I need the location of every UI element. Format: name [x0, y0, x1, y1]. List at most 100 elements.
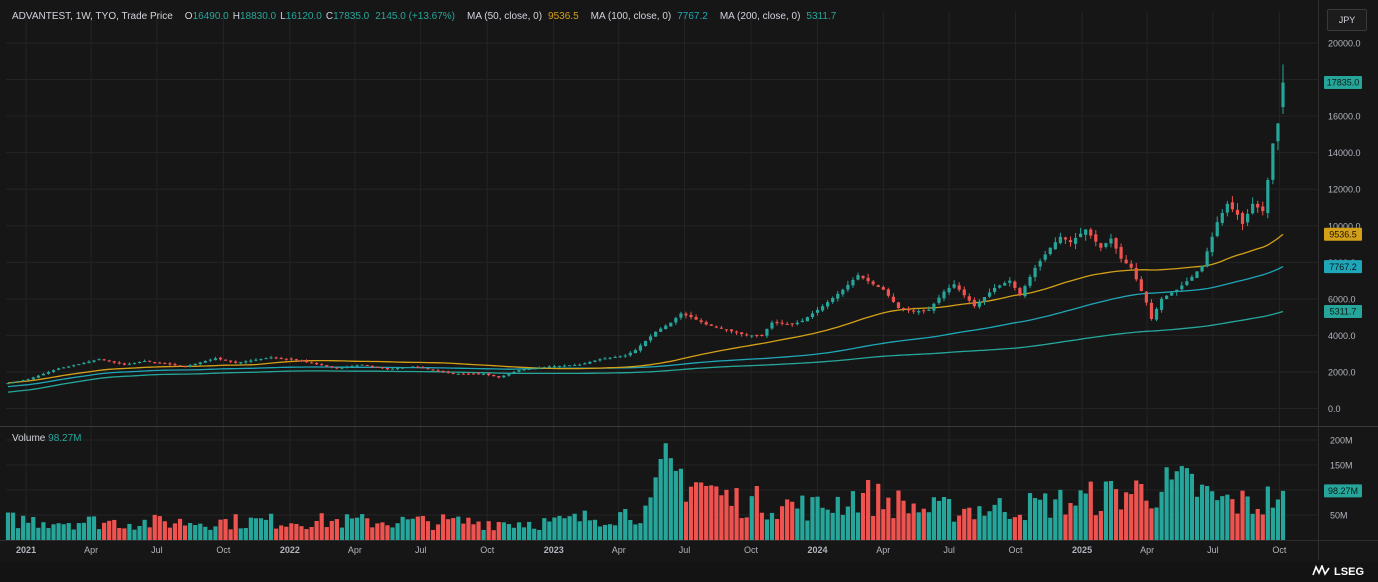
candle-body	[471, 373, 476, 375]
volume-bar	[891, 518, 896, 540]
volume-last-tag	[1324, 484, 1362, 498]
volume-bar	[1002, 512, 1007, 540]
candle-body	[198, 362, 202, 365]
volume-bar	[1017, 514, 1023, 540]
candle-body	[1063, 237, 1068, 240]
currency-button[interactable]: JPY	[1327, 9, 1367, 31]
candle-body	[1256, 203, 1260, 208]
candle-body	[1149, 302, 1154, 319]
candle-body	[689, 314, 693, 318]
candle-body	[993, 287, 997, 292]
candle-body	[810, 313, 815, 318]
candle-body	[158, 362, 162, 364]
volume-bar	[1154, 507, 1159, 540]
candle-body	[46, 371, 51, 374]
volume-bar	[26, 522, 31, 540]
volume-bar	[218, 519, 223, 540]
candle-body	[269, 357, 273, 359]
volume-bar	[946, 499, 952, 540]
candle-body	[41, 373, 46, 376]
candle-body	[1235, 209, 1240, 215]
ma100-value: 7767.2	[677, 11, 708, 22]
candle-body	[704, 322, 708, 325]
candle-body	[1276, 123, 1280, 142]
volume-bar	[31, 517, 36, 540]
volume-bar	[355, 517, 360, 540]
candle-body	[1043, 254, 1047, 260]
candle-body	[987, 292, 992, 297]
candle-body	[1094, 234, 1098, 242]
candle-body	[1154, 308, 1159, 320]
volume-bar	[142, 519, 147, 540]
volume-bar	[1027, 493, 1033, 540]
volume-bar	[1113, 489, 1119, 540]
candle-body	[380, 367, 385, 369]
volume-bar	[1215, 500, 1220, 540]
ma100-line	[7, 266, 1284, 388]
candle-body	[92, 360, 96, 362]
candle-body	[304, 360, 309, 363]
volume-bar	[56, 523, 61, 540]
volume-bar	[602, 524, 608, 540]
price-tick-label: 2000.0	[1328, 367, 1356, 377]
volume-bar	[724, 489, 729, 540]
candle-body	[1124, 259, 1128, 264]
volume-bar	[987, 511, 992, 540]
volume-bar	[896, 490, 901, 540]
candle-body	[497, 376, 501, 378]
time-tick-label: Oct	[216, 545, 231, 555]
volume-bar	[562, 518, 567, 540]
footer-bar	[0, 562, 1378, 582]
candle-body	[1159, 298, 1164, 310]
volume-bar	[845, 506, 850, 540]
candle-body	[674, 318, 678, 323]
candle-body	[148, 360, 152, 362]
price-volume-chart[interactable]: 20000.018000.016000.014000.012000.010000…	[0, 0, 1378, 562]
candle-body	[537, 367, 541, 369]
candle-body	[173, 364, 177, 366]
time-tick-label: Jul	[415, 545, 427, 555]
candle-body	[1205, 251, 1209, 267]
volume-bar	[1149, 508, 1154, 540]
candle-body	[1261, 206, 1265, 212]
candle-body	[1068, 240, 1073, 243]
volume-bar	[441, 514, 446, 540]
volume-bar	[16, 528, 21, 540]
volume-bar	[274, 528, 279, 540]
candle-body	[643, 340, 648, 347]
volume-bar	[1108, 481, 1114, 540]
volume-bar	[233, 514, 238, 540]
candle-body	[137, 361, 142, 363]
volume-bar	[769, 512, 775, 540]
volume-bar	[936, 500, 942, 540]
candle-body	[694, 316, 698, 320]
volume-bar	[1189, 473, 1195, 540]
volume-bar	[997, 498, 1002, 540]
volume-bar	[785, 499, 790, 540]
price-tick-label: 10000.0	[1328, 221, 1361, 231]
candle-body	[912, 310, 916, 312]
candle-body	[901, 308, 906, 310]
candle-body	[654, 331, 658, 337]
volume-bar	[71, 529, 76, 540]
volume-bar	[213, 526, 218, 540]
candle-body	[330, 366, 334, 368]
candle-body	[608, 357, 612, 359]
candle-body	[375, 366, 379, 368]
volume-bar	[780, 506, 785, 540]
volume-value: 98.27M	[48, 433, 82, 444]
volume-bar	[800, 495, 805, 540]
candle-body	[1089, 229, 1093, 236]
candle-body	[573, 364, 577, 366]
volume-bar	[461, 523, 466, 540]
volume-bar	[688, 486, 694, 540]
candle-body	[1003, 283, 1007, 286]
volume-bar	[112, 519, 117, 540]
volume-bar	[1088, 481, 1093, 540]
candle-body	[648, 336, 653, 341]
volume-bar	[957, 515, 962, 540]
candle-body	[669, 322, 673, 327]
candle-body	[51, 370, 56, 372]
volume-bar	[228, 529, 233, 540]
candle-body	[436, 370, 440, 372]
